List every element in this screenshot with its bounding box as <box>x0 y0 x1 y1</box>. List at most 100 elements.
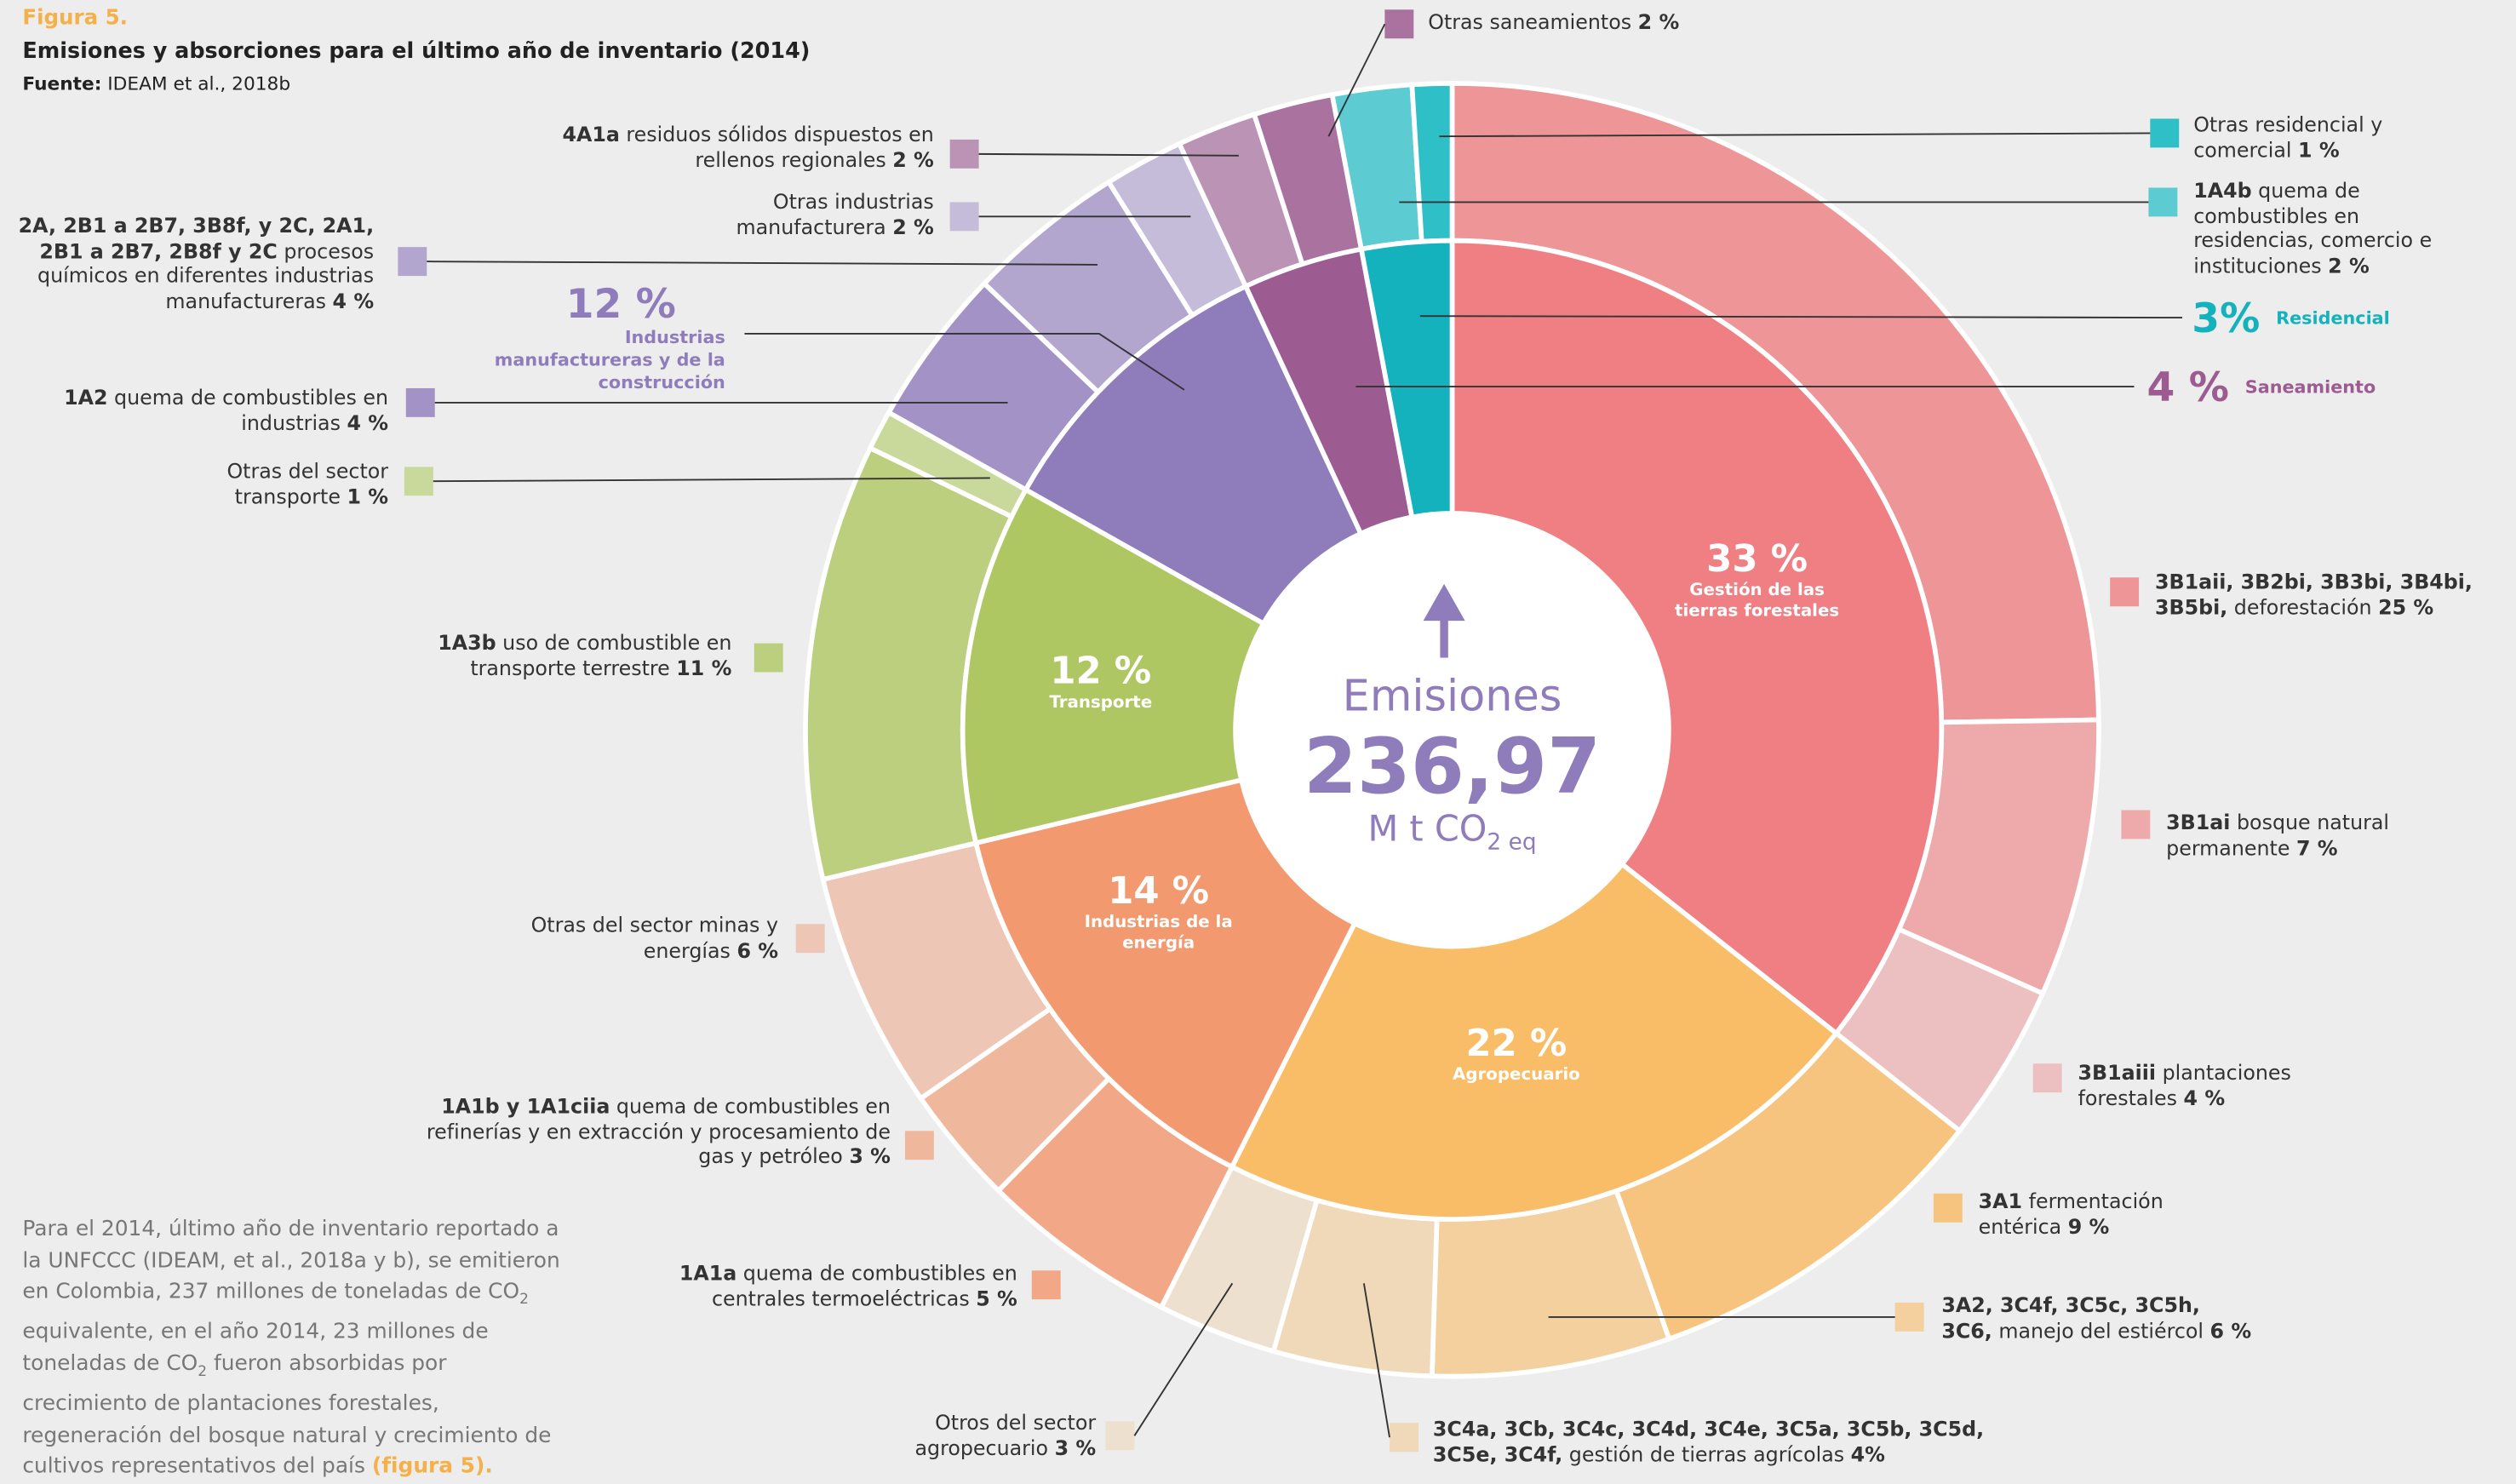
segment-label: 1A4b quema de combustibles en residencias… <box>2193 178 2482 278</box>
segment-name: quema de combustibles en centrales termo… <box>711 1260 1017 1310</box>
note-text: equivalente, en el año 2014, 23 millones… <box>22 1321 489 1377</box>
sector-name: Industrias de la energía <box>1084 913 1233 954</box>
segment-label: Otras del sector minas y energías 6 % <box>457 913 778 962</box>
sector-value: 3% <box>2192 295 2261 342</box>
segment-value: 2 % <box>892 214 934 238</box>
segment-name: residuos sólidos dispuestos en rellenos … <box>626 122 934 171</box>
segment-code: 1A1b y 1A1ciia <box>441 1093 610 1119</box>
segment-name: quema de combustibles en residencias, co… <box>2193 178 2433 278</box>
outer-segment <box>1409 81 1455 244</box>
segment-value: 1 % <box>347 484 389 508</box>
center-unit: M t CO2 eq <box>1259 809 1644 866</box>
segment-value: 9 % <box>2067 1213 2110 1238</box>
sector-label: 12 % Industrias manufactureras y de la co… <box>421 280 725 395</box>
legend-swatch <box>1031 1270 1061 1300</box>
segment-name: uso de combustible en transporte terrest… <box>470 630 732 679</box>
segment-label: Otros del sector agropecuario 3 % <box>855 1410 1096 1459</box>
segment-label: 3A2, 3C4f, 3C5c, 3C5h, 3C6, manejo del es… <box>1941 1293 2310 1343</box>
segment-value: 4 % <box>332 288 375 312</box>
segment-value: 25 % <box>2378 594 2434 619</box>
sector-value: 4 % <box>2146 364 2229 411</box>
segment-code: 1A1a <box>679 1260 737 1286</box>
source: Fuente: IDEAM et al., 2018b <box>22 72 290 95</box>
center-unit-text: M t CO <box>1367 810 1487 851</box>
segment-label: 4A1a residuos sólidos dispuestos en relle… <box>484 122 934 171</box>
sector-name: Transporte <box>1049 692 1153 713</box>
segment-value: 4 % <box>347 410 389 434</box>
segment-label: Otras residencial y comercial 1 % <box>2193 112 2458 162</box>
legend-swatch <box>2148 187 2178 217</box>
legend-swatch <box>904 1131 934 1160</box>
segment-code: 3A2, 3C4f, 3C5c, 3C5h, 3C6, <box>1941 1292 2200 1343</box>
segment-value: 1 % <box>2298 137 2340 162</box>
sector-name: Saneamiento <box>2244 376 2376 398</box>
note-subscript: 2 <box>198 1364 208 1381</box>
segment-value: 2 % <box>1637 9 1680 34</box>
legend-swatch <box>1105 1421 1135 1451</box>
sector-label: 33 % Gestión de las tierras forestales <box>1661 539 1854 622</box>
segment-code: 1A2 <box>64 385 108 410</box>
sector-label: 14 % Industrias de la energía <box>1063 871 1255 954</box>
legend-swatch <box>1894 1302 1924 1332</box>
segment-code: 3B1ai <box>2166 810 2231 834</box>
legend-swatch <box>1390 1423 1418 1452</box>
sector-value: 14 % <box>1108 871 1210 914</box>
rings <box>803 81 2101 1379</box>
sector-name: Residencial <box>2276 307 2390 329</box>
sector-name: Agropecuario <box>1453 1065 1580 1085</box>
center-unit-subscript: 2 eq <box>1487 829 1537 856</box>
segment-label: Otras saneamientos 2 % <box>1428 9 1781 34</box>
segment-name: plantaciones forestales <box>2078 1060 2291 1109</box>
segment-label: Otras industrias manufacturera 2 % <box>677 189 934 238</box>
leader-line <box>1133 1282 1234 1436</box>
sector-value: 22 % <box>1465 1023 1567 1066</box>
segment-value: 3 % <box>849 1143 891 1168</box>
center-title: Emisiones <box>1342 672 1562 722</box>
sector-name: Gestión de las tierras forestales <box>1675 581 1840 622</box>
sector-value: 12 % <box>1050 650 1152 693</box>
sector-label: 22 % Agropecuario <box>1420 1023 1613 1086</box>
segment-label: 3B1ai bosque natural permanente 7 % <box>2166 810 2471 859</box>
segment-value: 4% <box>1850 1441 1885 1466</box>
segment-value: 2 % <box>892 146 934 171</box>
segment-value: 6 % <box>736 937 779 962</box>
legend-swatch <box>405 387 435 417</box>
center-hole <box>1235 513 1669 947</box>
leader-line <box>978 152 1239 157</box>
figure-title: Emisiones y absorciones para el último a… <box>22 38 811 65</box>
leader-line <box>1439 132 2151 138</box>
legend-swatch <box>404 467 433 496</box>
legend-swatch <box>2110 577 2140 607</box>
segment-name: fermentación entérica <box>1978 1189 2164 1238</box>
segment-label: 1A3b uso de combustible en transporte ter… <box>379 630 732 679</box>
legend-swatch <box>398 247 427 277</box>
sector-value: 12 % <box>565 280 676 328</box>
segment-name: Otras del sector minas y energías <box>530 913 779 962</box>
sector-name: Industrias manufactureras y de la constr… <box>494 327 725 393</box>
segment-name: quema de combustibles en industrias <box>114 385 389 434</box>
segment-value: 5 % <box>976 1286 1017 1310</box>
segment-label: 3B1aii, 3B2bi, 3B3bi, 3B4bi, 3B5bi, defor… <box>2155 570 2500 619</box>
segment-label: 1A1b y 1A1ciia quema de combustibles en r… <box>410 1094 891 1169</box>
segment-value: 3 % <box>1054 1435 1097 1459</box>
sector-label: 4 % Saneamiento <box>2147 364 2376 411</box>
segment-label: 1A2 quema de combustibles en industrias 4 … <box>20 385 388 434</box>
leader-line <box>1362 1283 1390 1438</box>
legend-swatch <box>754 643 783 673</box>
segment-name: Otras residencial y comercial <box>2193 112 2383 162</box>
segment-value: 4 % <box>2183 1085 2226 1109</box>
segment-label: 3C4a, 3Cb, 3C4c, 3C4d, 3C4e, 3C5a, 3C5b,… <box>1433 1417 2026 1466</box>
segment-name: Otras industrias manufacturera <box>736 189 934 238</box>
note-text: Para el 2014, último año de inventario r… <box>22 1218 560 1305</box>
segment-value: 6 % <box>2209 1317 2252 1343</box>
legend-swatch <box>1933 1193 1963 1223</box>
note-subscript: 2 <box>519 1292 529 1309</box>
leaders <box>398 9 2183 1452</box>
legend-swatch <box>1384 9 1414 39</box>
legend-swatch <box>2121 810 2151 839</box>
segment-label: 1A1a quema de combustibles en centrales t… <box>600 1261 1017 1310</box>
legend-swatch <box>949 139 979 169</box>
segment-value: 2 % <box>2328 252 2370 278</box>
